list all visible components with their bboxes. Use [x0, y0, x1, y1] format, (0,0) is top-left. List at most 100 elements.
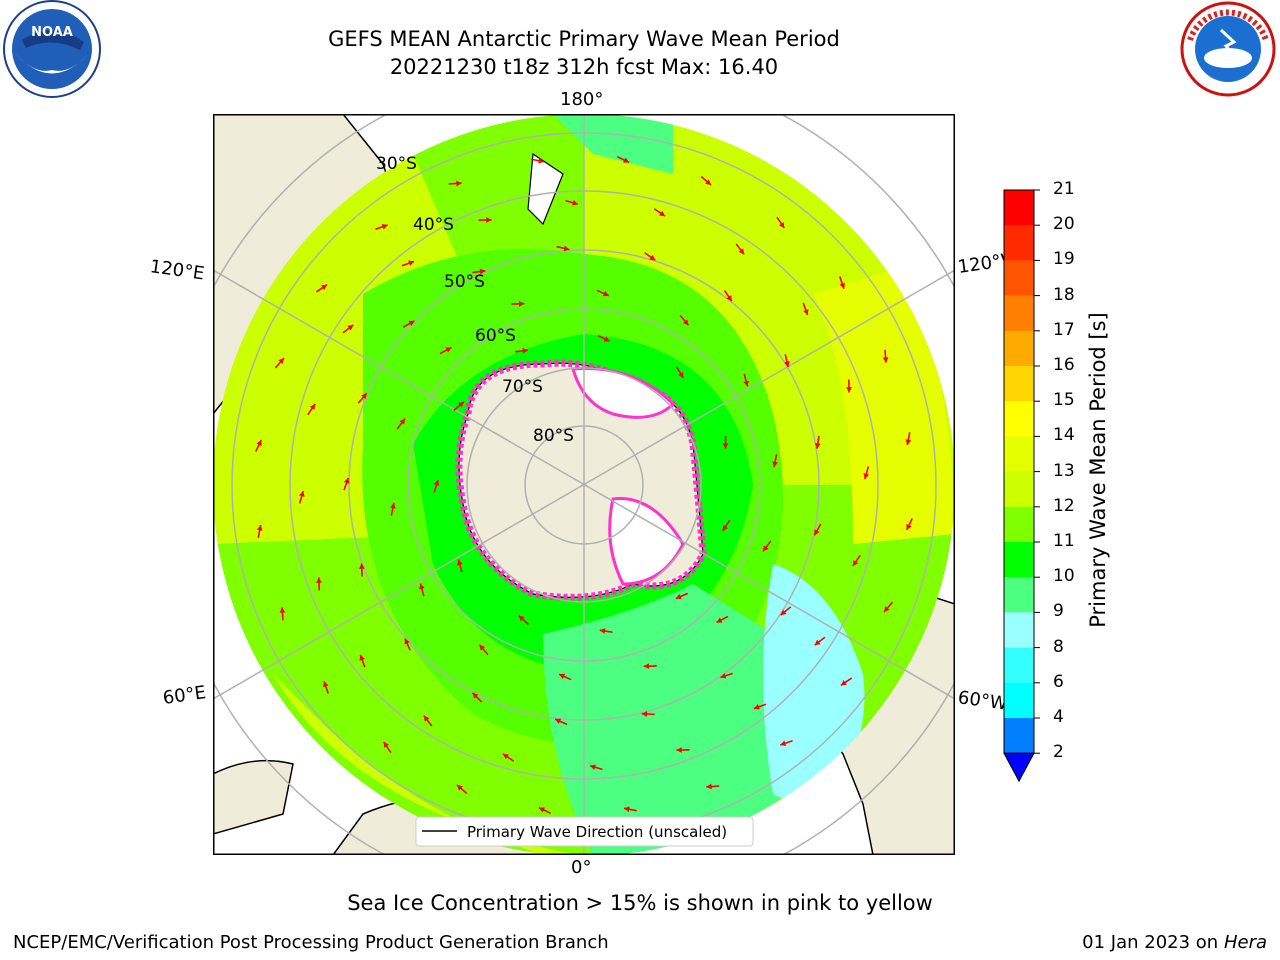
wave-direction-arrowhead — [743, 380, 749, 387]
wave-direction-arrowhead — [390, 502, 396, 509]
wave-direction-arrowhead — [659, 210, 666, 217]
wave-direction-arrowhead — [361, 393, 367, 400]
wave-direction-arrowhead — [522, 347, 528, 354]
wave-direction-arrowhead — [419, 583, 425, 590]
wave-direction-arrowhead — [623, 806, 630, 813]
lon-label-top: 180° — [560, 89, 604, 110]
new-zealand-land — [527, 152, 564, 226]
colorbar-extend-arrow — [1003, 752, 1035, 783]
wave-direction-arrowhead — [359, 654, 365, 661]
wave-direction-arrowhead — [479, 268, 486, 275]
footer-branch: NCEP/EMC/Verification Post Processing Pr… — [13, 932, 609, 953]
colorbar — [1003, 189, 1040, 783]
colorbar-tick-label: 19 — [1053, 249, 1075, 270]
noaa-logo: NOAA — [3, 0, 101, 98]
legend-box — [415, 816, 754, 847]
wave-direction-arrowhead — [780, 740, 787, 746]
wave-direction-arrowhead — [538, 157, 545, 164]
colorbar-segment — [1004, 260, 1034, 297]
wave-direction-arrowhead — [457, 559, 463, 566]
wave-direction-arrowhead — [839, 282, 845, 289]
wave-direction-arrowhead — [559, 673, 566, 680]
wave-direction-arrowhead — [279, 607, 286, 613]
colorbar-segment — [1004, 682, 1034, 719]
wave-direction-arrowhead — [408, 320, 415, 326]
wave-direction-arrowhead — [852, 560, 859, 567]
colorbar-segment — [1004, 330, 1034, 367]
colorbar-tick-label: 4 — [1053, 707, 1064, 727]
wave-direction-arrowhead — [456, 180, 462, 187]
wave-direction-arrowhead — [623, 157, 630, 163]
wave-direction-arrowhead — [726, 295, 732, 302]
wave-direction-arrowhead — [309, 403, 316, 410]
colorbar-segment — [1004, 647, 1034, 684]
wave-direction-arrowhead — [399, 418, 405, 425]
madagascar-land — [213, 759, 294, 835]
wave-direction-arrowhead — [814, 443, 821, 449]
wave-direction-arrowhead — [472, 692, 479, 699]
wave-direction-arrowhead — [863, 473, 869, 479]
lat-label-70s: 70°S — [502, 377, 543, 397]
colorbar-tick-label: 20 — [1053, 214, 1075, 235]
wave-direction-arrowhead — [456, 784, 463, 791]
wave-direction-arrowhead — [772, 461, 778, 468]
lat-label-50s: 50°S — [444, 272, 485, 292]
lon-label-bottom: 0° — [571, 857, 592, 878]
wave-direction-arrowhead — [602, 290, 609, 297]
wave-direction-arrowhead — [814, 529, 820, 536]
wave-direction-arrowhead — [458, 401, 464, 408]
wave-direction-arrowhead — [678, 371, 684, 378]
colorbar-segment — [1004, 295, 1034, 332]
wave-direction-arrowhead — [343, 477, 350, 484]
wave-direction-arrowhead — [518, 300, 525, 307]
colorbar-segment — [1004, 577, 1034, 613]
wave-direction-arrowhead — [753, 704, 760, 710]
wave-direction-arrowhead — [643, 663, 650, 670]
title-line-2: 20221230 t18z 312h fcst Max: 16.40 — [389, 55, 779, 79]
wave-direction-arrowhead — [784, 361, 790, 367]
lat-label-40s: 40°S — [413, 215, 454, 235]
colorbar-tick-label: 17 — [1053, 319, 1075, 340]
lat-label-80s: 80°S — [533, 426, 574, 446]
colorbar-tick-label: 2 — [1053, 742, 1064, 763]
sea-ice-caption: Sea Ice Concentration > 15% is shown in … — [347, 891, 933, 915]
wave-direction-arrowhead — [408, 260, 415, 266]
wave-direction-arrowhead — [716, 617, 723, 623]
wave-direction-arrowhead — [383, 741, 390, 748]
wave-direction-arrowhead — [905, 439, 912, 446]
colorbar-tick-label: 13 — [1053, 460, 1075, 481]
colorbar-segment — [1004, 366, 1034, 402]
title-line-1: GEFS MEAN Antarctic Primary Wave Mean Pe… — [328, 27, 840, 51]
wave-direction-arrowhead — [641, 711, 648, 717]
wave-direction-arrowhead — [720, 673, 727, 679]
colorbar-label: Primary Wave Mean Period [s] — [1086, 312, 1110, 628]
lon-label-upper-left: 120°E — [148, 256, 206, 285]
colorbar-tick-label: 10 — [1053, 566, 1075, 587]
wave-direction-arrowhead — [676, 747, 682, 753]
wave-direction-arrowhead — [404, 638, 410, 645]
lat-label-60s: 60°S — [475, 326, 516, 346]
colorbar-segment — [1004, 471, 1034, 508]
colorbar-tick-label: 14 — [1053, 425, 1075, 446]
wave-direction-arrowhead — [256, 439, 262, 446]
wave-direction-arrowhead — [846, 387, 852, 393]
wave-direction-arrowhead — [763, 545, 769, 552]
colorbar-segment — [1004, 506, 1034, 543]
wave-direction-arrowhead — [299, 491, 305, 497]
colorbar-segment — [1004, 612, 1034, 649]
wave-direction-arrowhead — [278, 357, 285, 364]
colorbar-tick-label: 12 — [1053, 495, 1075, 516]
wave-direction-arrowhead — [323, 681, 329, 688]
wave-direction-arrowhead — [347, 324, 354, 331]
wave-direction-arrowhead — [778, 222, 785, 229]
lat-label-30s: 30°S — [376, 154, 417, 174]
colorbar-tick-label: 21 — [1053, 179, 1075, 199]
colorbar-tick-label: 6 — [1053, 671, 1064, 692]
wave-direction-arrowhead — [256, 524, 263, 531]
wave-direction-arrowhead — [705, 179, 712, 186]
wave-direction-arrowhead — [722, 443, 729, 449]
wave-direction-arrowhead — [722, 524, 728, 531]
wave-direction-arrows — [254, 155, 914, 815]
wave-direction-arrowhead — [502, 753, 509, 760]
footer-machine: Hera — [1223, 932, 1267, 953]
